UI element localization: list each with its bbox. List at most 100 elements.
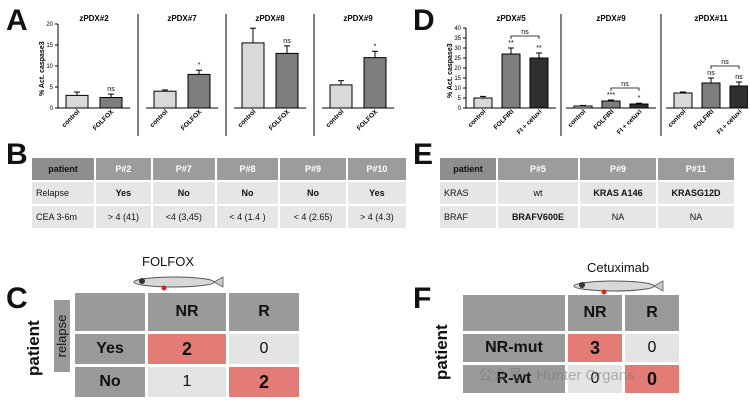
zebrafish-icon [133,276,224,291]
category-label: FOLFOX [92,108,116,132]
y-tick-label: 0 [50,106,54,112]
table-b: patient P#2 P#7 P#8 P#9 P#10 Relapse Yes… [30,156,408,230]
y-tick-label: 0 [458,106,462,112]
header-cell: P#9 [280,158,346,180]
panel-label-c: C [6,282,28,315]
category-label: FOLFIRI [693,108,716,131]
chart-d: % Act. caspase3 0 5 10 15 20 25 30 35 40 zPDX#5 con… [447,14,748,136]
y-tick-label: 15 [454,76,461,82]
bracket [710,65,740,69]
table-cell: No [280,182,346,204]
header-cell: patient [32,158,94,180]
group-title: zPDX#9 [343,14,373,23]
col-header: R [625,295,679,331]
y-tick-label: 5 [458,96,462,102]
significance-label: ** [536,45,542,52]
panel-label-a: A [6,4,28,37]
row-header: CEA 3-6m [32,206,94,228]
row-label: Yes [75,334,145,364]
y-tick-label: 20 [454,66,461,72]
significance-label: ns [735,74,743,81]
significance-label: ** [508,40,514,47]
bar [573,105,593,109]
category-label: control [149,108,170,129]
treatment-label: FOLFOX [142,254,195,269]
significance-label: ns [107,86,115,93]
category-label: FOLFOX [268,108,292,132]
bar [729,85,748,109]
chart-a: % Act. caspase3 0 5 10 15 20 zPDX#2 control ns FO… [39,14,394,136]
table-cell: NA [658,206,734,228]
bracket-label: ns [721,59,729,66]
header-cell: P#7 [152,158,215,180]
bar [275,52,299,109]
panel-label-e: E [413,138,434,171]
header-cell: patient [440,158,496,180]
col-header: NR [568,295,622,331]
y-tick-label: 25 [454,56,461,62]
count-cell: 3 [568,334,622,362]
bar [99,97,123,109]
category-label: control [61,108,82,129]
bar [363,57,387,109]
count-cell: 0 [625,334,679,362]
corner-cell [75,293,145,331]
treatment-label: Cetuximab [587,260,650,275]
bar [529,57,549,109]
significance-label: *** [607,92,615,99]
bracket-label: ns [521,29,529,36]
category-label: FOLFOX [356,108,380,132]
header-cell: P#11 [658,158,734,180]
side-label-relapse: relapse [54,300,70,372]
zebrafish-icon [573,280,664,295]
panel-label-b: B [6,138,28,171]
table-cell: Yes [96,182,151,204]
contingency-table-f: NR R NR-mut 3 0 R-wt 0 0 [460,292,682,396]
group-title: zPDX#7 [167,14,197,23]
panel-label-d: D [413,4,435,37]
y-tick-label: 35 [454,36,461,42]
category-label: control [467,108,488,129]
table-cell: KRAS A146 [579,182,657,204]
contingency-table-c: NR R Yes 2 0 No 1 2 [72,290,302,400]
count-cell: 0 [229,334,299,364]
header-cell: P#8 [216,158,279,180]
table-cell: No [216,182,279,204]
count-cell: 1 [148,367,226,397]
row-header: KRAS [440,182,496,204]
bracket [610,87,640,91]
table-cell: < 4 (2.65) [280,206,346,228]
category-label: control [237,108,258,129]
y-tick-label: 20 [46,22,53,28]
category-label: FI + cetuxi [616,108,644,136]
table-cell: > 4 (4.3) [347,206,406,228]
count-cell: 0 [625,365,679,393]
y-axis-title: % Act. caspase3 [39,41,46,96]
bar [187,73,211,109]
bar [241,42,265,109]
header-cell: P#10 [347,158,406,180]
bar [629,103,649,109]
table-cell: No [152,182,215,204]
bracket [510,35,540,39]
bar [65,94,89,109]
row-label: NR-mut [463,334,565,362]
significance-label: * [198,62,201,69]
group-title: zPDX#2 [79,14,109,23]
row-header: Relapse [32,182,94,204]
count-cell: 2 [148,334,226,364]
bar [153,90,177,109]
significance-label: * [374,43,377,50]
bar [673,92,693,109]
bar [701,82,721,109]
table-e: patient P#5 P#9 P#11 KRAS wt KRAS A146 K… [438,156,736,230]
group-title: zPDX#9 [596,14,626,23]
category-label: FI + cetuxi [716,108,744,136]
y-tick-label: 15 [46,43,53,49]
table-cell: <4 (3,45) [152,206,215,228]
table-cell: < 4 (1.4 ) [216,206,279,228]
category-label: control [325,108,346,129]
bar [329,84,353,109]
panel-label-f: F [413,282,432,315]
side-label-patient: patient [24,320,43,376]
